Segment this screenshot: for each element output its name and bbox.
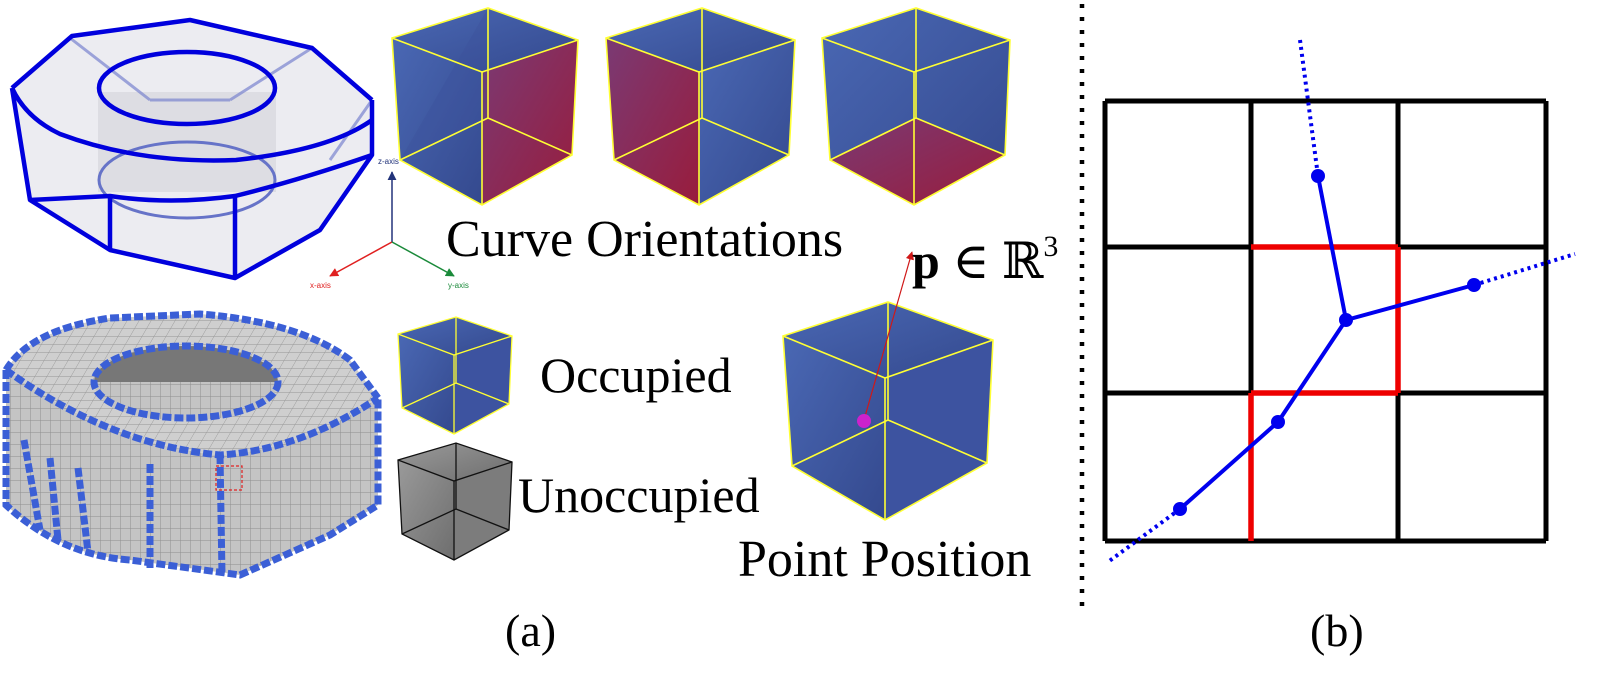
point-position-cube <box>782 251 994 521</box>
occupied-cube <box>397 316 513 435</box>
highlighted-cell-edges <box>1248 244 1401 541</box>
point-position-label: Point Position <box>738 531 1031 588</box>
curve-graph <box>1106 39 1576 564</box>
curve-node <box>1311 169 1325 183</box>
curve-node <box>1467 278 1481 292</box>
voxelized-nut <box>2 310 382 579</box>
curve-node <box>1339 313 1353 327</box>
caption-a: (a) <box>505 605 556 656</box>
point-formula-rest: ∈ ℝ <box>940 233 1044 289</box>
z-axis-label: z-axis <box>378 157 399 166</box>
curve-node <box>1173 502 1187 516</box>
orientation-cube-x <box>391 7 579 206</box>
point-formula-bold: p <box>912 233 940 289</box>
orientation-cube-z <box>821 7 1011 206</box>
occupied-label: Occupied <box>540 347 732 403</box>
point-formula-sup: 3 <box>1043 230 1058 263</box>
axes-gizmo: z-axis x-axis y-axis <box>310 157 469 290</box>
unoccupied-cube <box>397 442 513 561</box>
x-axis-label: x-axis <box>310 281 331 290</box>
caption-b: (b) <box>1310 605 1364 656</box>
curve-node <box>1271 415 1285 429</box>
unoccupied-label: Unoccupied <box>518 467 760 523</box>
sample-point <box>857 414 871 428</box>
grid-3x3 <box>1102 98 1549 544</box>
position-vector-arrow <box>863 251 914 421</box>
orientation-cube-y <box>605 7 796 206</box>
curve-orientations-label: Curve Orientations <box>446 211 843 268</box>
hex-nut-wireframe <box>9 17 375 281</box>
y-axis-label: y-axis <box>448 281 469 290</box>
point-formula: p ∈ ℝ3 <box>912 230 1058 289</box>
